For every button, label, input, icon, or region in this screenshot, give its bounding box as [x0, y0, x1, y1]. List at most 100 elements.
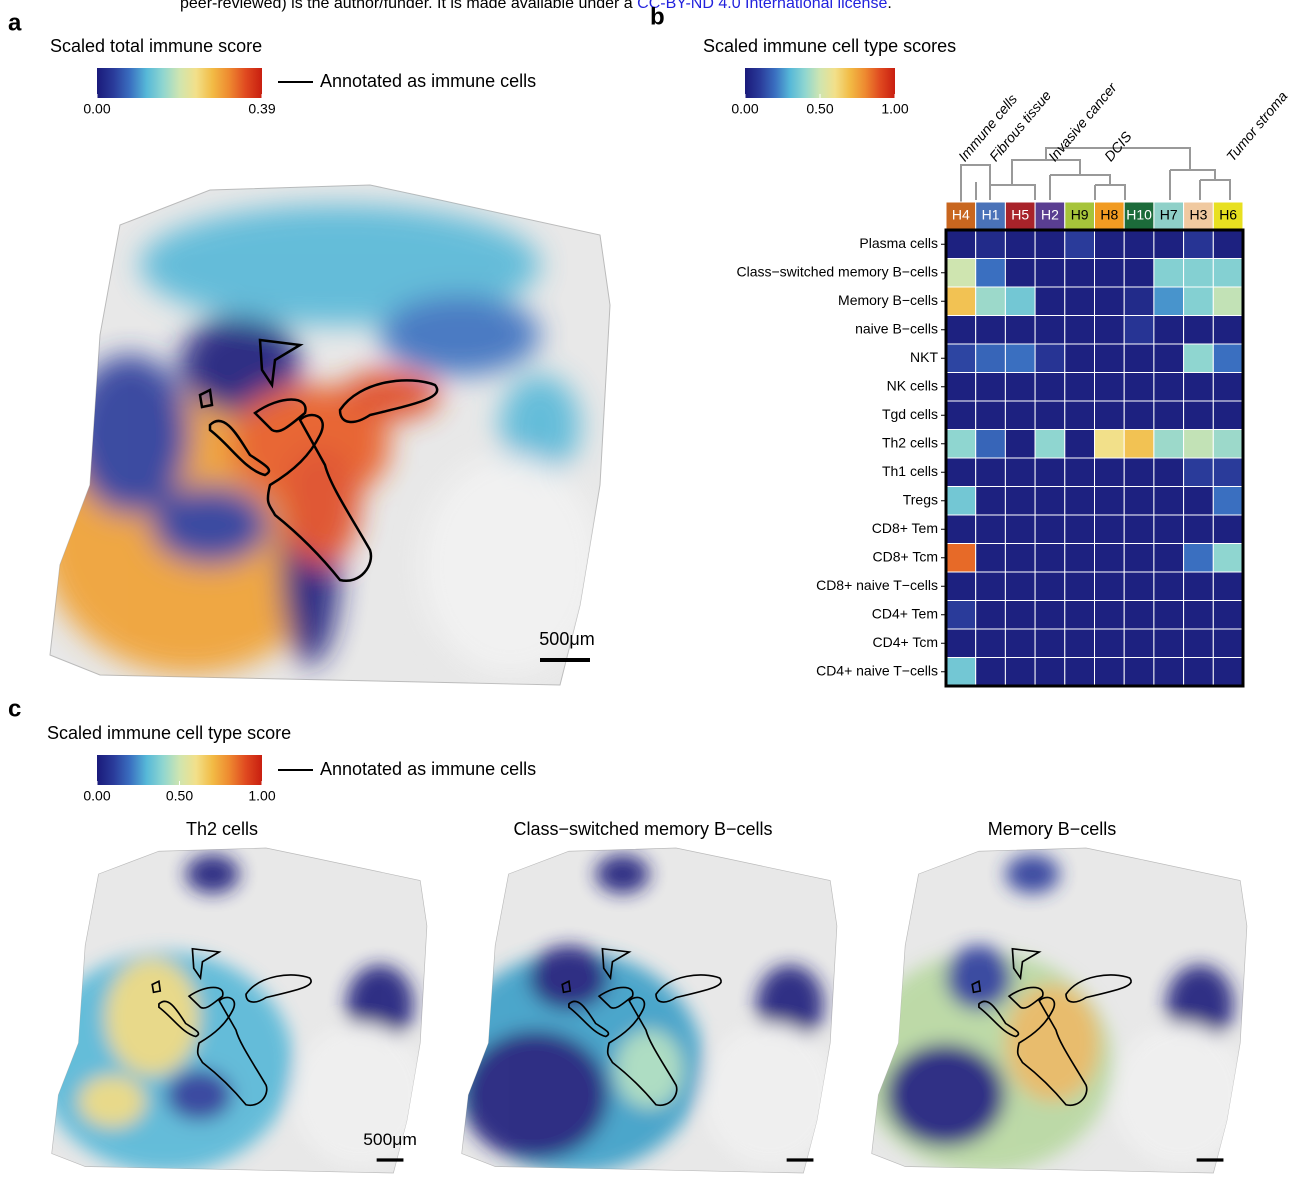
heatmap-cell — [1124, 401, 1154, 430]
heatmap-cell — [1035, 601, 1065, 630]
heatmap-cell — [1154, 287, 1184, 316]
heatmap-cell — [1095, 373, 1125, 402]
heatmap-cell — [1095, 601, 1125, 630]
panel-title: Scaled immune cell type scores — [703, 36, 956, 56]
heatmap-cell — [1124, 487, 1154, 516]
heatmap-cell — [1065, 316, 1095, 345]
row-label: CD8+ naive T−cells — [816, 577, 938, 593]
heatmap-cell — [1095, 544, 1125, 573]
row-label: Memory B−cells — [838, 292, 938, 308]
heatmap-cell — [1154, 572, 1184, 601]
heatmap-cell — [1184, 487, 1214, 516]
heatmap-cell — [946, 601, 976, 630]
row-label: Tregs — [903, 491, 938, 507]
heatmap-cell — [1005, 259, 1035, 288]
heatmap-cell — [1184, 287, 1214, 316]
tissue-image — [448, 848, 837, 1173]
heatmap-cell — [1124, 572, 1154, 601]
column-label: H3 — [1189, 207, 1207, 223]
heatmap-cell — [1005, 487, 1035, 516]
heatmap-cell — [1065, 544, 1095, 573]
heatmap-cell — [1124, 259, 1154, 288]
heatmap-cell — [1095, 287, 1125, 316]
heatmap-cell — [1005, 515, 1035, 544]
colorbar-tick-label: 0.39 — [248, 101, 275, 117]
heatmap-cell — [1005, 344, 1035, 373]
tissue-image: 500μm — [40, 185, 610, 685]
heatmap-cell — [1184, 601, 1214, 630]
heatmap-cell — [1005, 287, 1035, 316]
heatmap-cell — [1213, 373, 1243, 402]
heatmap-cell — [1065, 344, 1095, 373]
heatmap-cell — [976, 629, 1006, 658]
panel-label: c — [8, 695, 21, 722]
heatmap-cell — [1095, 316, 1125, 345]
heatmap-cell — [946, 487, 976, 516]
heatmap-cell — [1154, 401, 1184, 430]
column-label: H8 — [1100, 207, 1118, 223]
heatmap-cell — [1184, 430, 1214, 459]
notice-text: peer-reviewed) is the author/funder. It … — [180, 0, 633, 12]
heatmap-cell — [1035, 373, 1065, 402]
row-label: Class−switched memory B−cells — [736, 263, 938, 279]
column-label: H9 — [1071, 207, 1089, 223]
heatmap-cell — [1095, 259, 1125, 288]
heatmap-cell — [1184, 458, 1214, 487]
heatmap-cell — [1095, 430, 1125, 459]
image-title: Th2 cells — [186, 819, 258, 839]
heatmap-cell — [946, 401, 976, 430]
heatmap-cell — [1035, 544, 1065, 573]
heatmap-cell — [1213, 458, 1243, 487]
heatmap-cell — [1065, 259, 1095, 288]
heatmap-cell — [976, 344, 1006, 373]
column-label: H10 — [1126, 207, 1152, 223]
heatmap-cell — [976, 259, 1006, 288]
heatmap-cell — [1154, 515, 1184, 544]
heatmap-cell — [1095, 629, 1125, 658]
heatmap-cell — [976, 458, 1006, 487]
heatmap-cell — [976, 544, 1006, 573]
heatmap-cell — [1184, 344, 1214, 373]
heatmap-cell — [946, 373, 976, 402]
row-label: NKT — [910, 349, 938, 365]
heatmap-cell — [1184, 544, 1214, 573]
panel-label: a — [8, 9, 22, 36]
row-label: Plasma cells — [859, 235, 938, 251]
heatmap-cell — [946, 658, 976, 687]
heatmap-cell — [976, 230, 1006, 259]
heatmap-cell — [1035, 629, 1065, 658]
heatmap-cell — [1124, 430, 1154, 459]
heatmap-cell — [1065, 401, 1095, 430]
heatmap-cell — [1154, 316, 1184, 345]
heatmap-cell — [1065, 430, 1095, 459]
heatmap-cell — [1035, 316, 1065, 345]
heatmap-cell — [1095, 515, 1125, 544]
heatmap-cell — [946, 344, 976, 373]
license-link[interactable]: CC-BY-ND 4.0 International license — [637, 0, 887, 12]
heatmap-cell — [1005, 629, 1035, 658]
heatmap-cell — [1005, 572, 1035, 601]
heatmap-cell — [1213, 572, 1243, 601]
tissue-image — [858, 848, 1247, 1173]
heatmap-cell — [1124, 373, 1154, 402]
panel-title: Scaled immune cell type score — [47, 723, 291, 743]
panel-c: c Scaled immune cell type score Annotate… — [8, 695, 1247, 1173]
heatmap-cell — [946, 458, 976, 487]
heatmap-cell — [1213, 430, 1243, 459]
heatmap-cell — [976, 373, 1006, 402]
heatmap-cell — [1035, 259, 1065, 288]
heatmap-cell — [946, 629, 976, 658]
heatmap-cell — [1154, 373, 1184, 402]
colorbar — [97, 755, 262, 785]
image-title: Memory B−cells — [988, 819, 1117, 839]
heatmap-cell — [1095, 344, 1125, 373]
scale-bar-label: 500μm — [363, 1129, 417, 1149]
heatmap-cell — [1154, 430, 1184, 459]
heatmap-cell — [1065, 287, 1095, 316]
heatmap-cell — [976, 658, 1006, 687]
heatmap-cell — [976, 572, 1006, 601]
heatmap-cell — [1005, 544, 1035, 573]
column-label: H2 — [1041, 207, 1059, 223]
heatmap-cell — [976, 401, 1006, 430]
row-label: Th2 cells — [882, 434, 938, 450]
